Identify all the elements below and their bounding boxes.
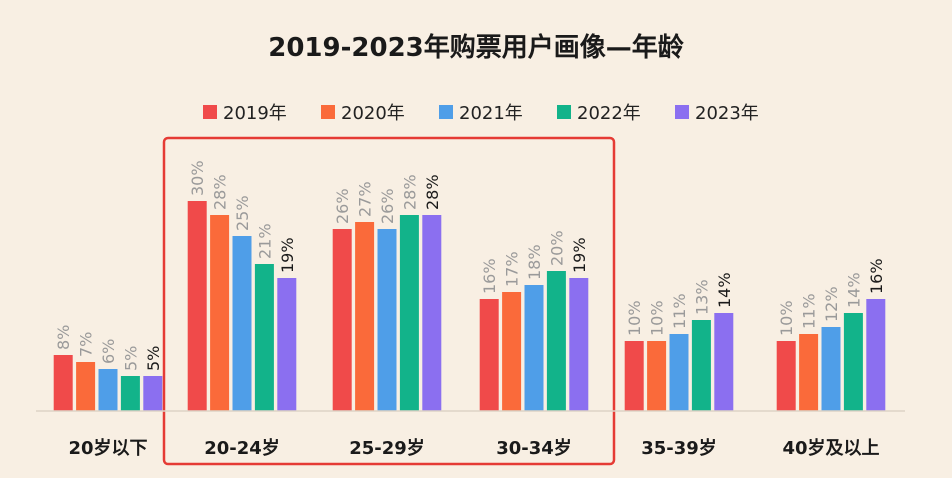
value-label: 30% <box>188 160 207 196</box>
value-label: 5% <box>121 346 140 371</box>
value-label: 20% <box>547 230 566 266</box>
bar <box>714 313 734 411</box>
value-label: 14% <box>715 272 734 308</box>
bar <box>647 341 667 411</box>
value-label: 11% <box>800 293 819 329</box>
bar <box>332 229 352 411</box>
bar <box>479 299 499 411</box>
value-label: 18% <box>525 244 544 280</box>
category-label: 35-39岁 <box>641 437 717 459</box>
legend-label: 2021年 <box>459 103 523 124</box>
value-label: 28% <box>211 174 230 210</box>
highlight-box <box>162 136 616 466</box>
legend: 2019年 2020年 2021年 2022年 2023年 <box>203 103 759 124</box>
bar <box>143 376 163 411</box>
legend-label: 2019年 <box>223 103 287 124</box>
bar <box>691 320 711 411</box>
bar <box>821 327 841 411</box>
legend-swatch <box>557 105 571 119</box>
category-label: 40岁及以上 <box>782 437 879 459</box>
legend-swatch <box>439 105 453 119</box>
value-label: 12% <box>822 286 841 322</box>
category-label: 20-24岁 <box>204 437 280 459</box>
value-label: 10% <box>648 300 667 336</box>
value-label: 16% <box>480 258 499 294</box>
value-label: 28% <box>400 174 419 210</box>
bar <box>624 341 644 411</box>
value-label: 19% <box>278 237 297 273</box>
bar <box>776 341 796 411</box>
bar <box>502 292 522 411</box>
bar <box>355 222 375 411</box>
category-label: 30-34岁 <box>496 437 572 459</box>
value-labels-group: 8% 7% 6% 5% 5%30% 28%25%21% 19%26% 27% 26% 28% 28%… <box>54 160 886 371</box>
bars-group <box>53 201 886 411</box>
value-label: 6% <box>99 339 118 364</box>
bar <box>187 201 207 411</box>
value-label: 7% <box>77 332 96 357</box>
bar <box>254 264 274 411</box>
bar <box>76 362 96 411</box>
bar <box>569 278 589 411</box>
legend-label: 2022年 <box>577 103 641 124</box>
value-label: 25% <box>233 195 252 231</box>
category-label: 20岁以下 <box>68 437 147 459</box>
bar <box>399 215 419 411</box>
value-label: 8% <box>54 325 73 350</box>
legend-swatch <box>675 105 689 119</box>
bar <box>232 236 252 411</box>
legend-swatch <box>203 105 217 119</box>
chart-title: 2019-2023年购票用户画像—年龄 <box>268 32 685 63</box>
bar <box>866 299 886 411</box>
value-label: 28% <box>423 174 442 210</box>
bar <box>120 376 140 411</box>
legend-label: 2023年 <box>695 103 759 124</box>
value-label: 27% <box>356 181 375 217</box>
bar <box>98 369 118 411</box>
legend-label: 2020年 <box>341 103 405 124</box>
value-label: 26% <box>333 188 352 224</box>
bar <box>669 334 689 411</box>
value-label: 11% <box>670 293 689 329</box>
value-label: 13% <box>692 279 711 315</box>
value-label: 10% <box>777 300 796 336</box>
category-label: 25-29岁 <box>349 437 425 459</box>
bar <box>210 215 230 411</box>
legend-swatch <box>321 105 335 119</box>
value-label: 26% <box>378 188 397 224</box>
bar <box>53 355 73 411</box>
bar <box>524 285 544 411</box>
bar <box>799 334 819 411</box>
value-label: 19% <box>570 237 589 273</box>
value-label: 21% <box>255 223 274 259</box>
value-label: 5% <box>144 346 163 371</box>
bar <box>277 278 297 411</box>
bar <box>422 215 442 411</box>
bar <box>843 313 863 411</box>
value-label: 16% <box>867 258 886 294</box>
bar <box>377 229 397 411</box>
category-labels-group: 20岁以下 20-24岁 25-29岁 30-34岁 35-39岁 40岁及以上 <box>68 437 879 459</box>
bar <box>546 271 566 411</box>
value-label: 10% <box>625 300 644 336</box>
value-label: 14% <box>844 272 863 308</box>
value-label: 17% <box>503 251 522 287</box>
